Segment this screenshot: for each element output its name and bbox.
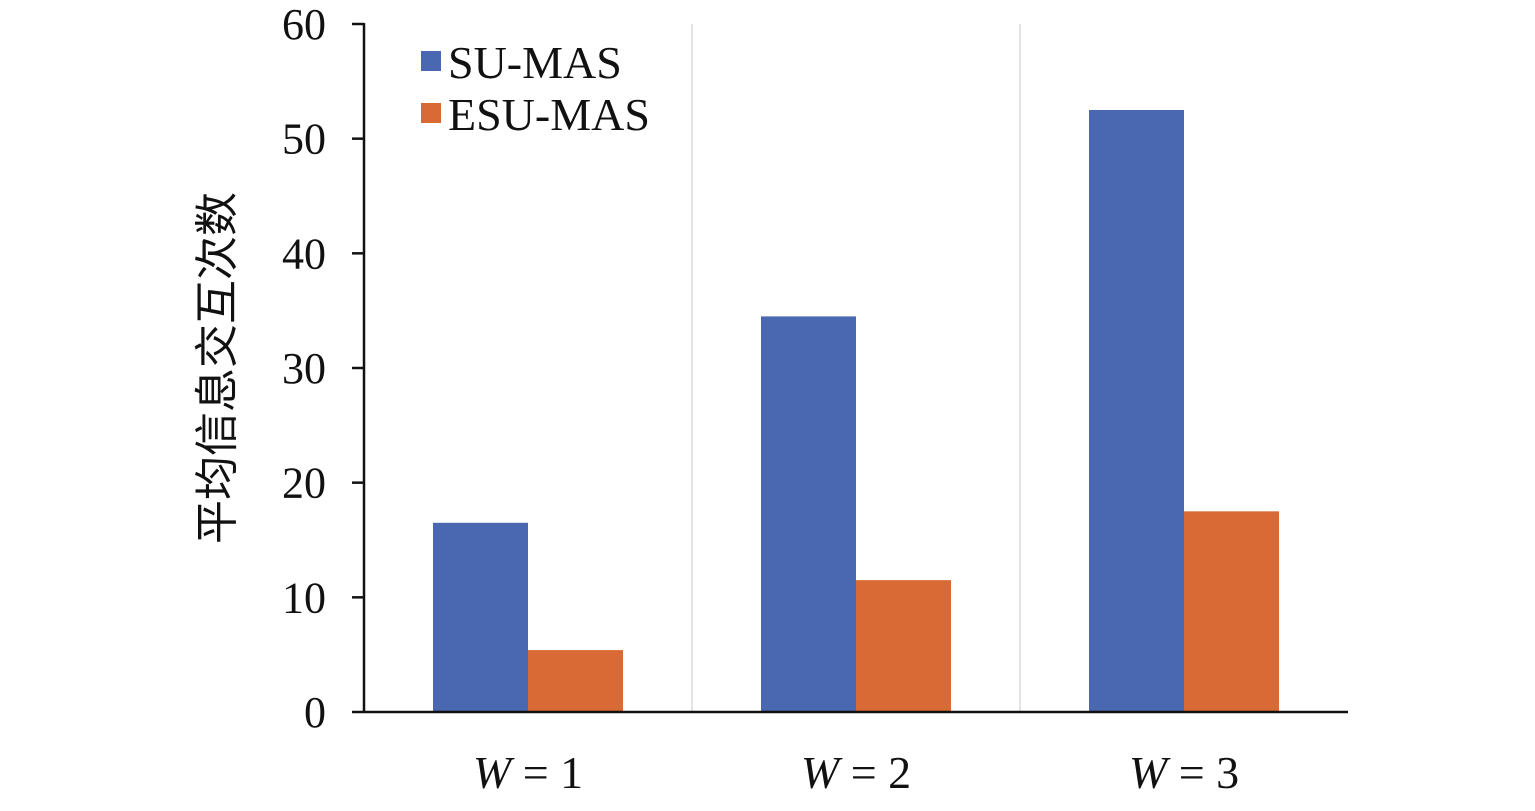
- bar-su-mas-1: [433, 522, 528, 712]
- y-tick-label: 0: [304, 688, 326, 737]
- bar-su-mas-3: [1089, 110, 1184, 712]
- y-axis-label: 平均信息交互次数: [193, 192, 242, 544]
- legend-swatch-esu-mas: [421, 103, 441, 123]
- legend-label-esu-mas: ESU-MAS: [448, 89, 650, 140]
- y-tick-label: 20: [282, 459, 326, 508]
- x-tick-label: W = 3: [1129, 747, 1239, 798]
- bar-esu-mas-1: [528, 650, 623, 712]
- legend-swatch-su-mas: [421, 51, 441, 71]
- x-tick-label: W = 2: [801, 747, 911, 798]
- y-tick-label: 30: [282, 344, 326, 393]
- y-tick-label: 60: [282, 0, 326, 49]
- x-tick-label: W = 1: [473, 747, 583, 798]
- y-tick-label: 10: [282, 573, 326, 622]
- bar-esu-mas-2: [856, 580, 951, 712]
- bar-su-mas-2: [761, 316, 856, 712]
- y-tick-label: 50: [282, 115, 326, 164]
- legend-label-su-mas: SU-MAS: [448, 37, 622, 88]
- y-tick-label: 40: [282, 229, 326, 278]
- bar-esu-mas-3: [1184, 511, 1279, 712]
